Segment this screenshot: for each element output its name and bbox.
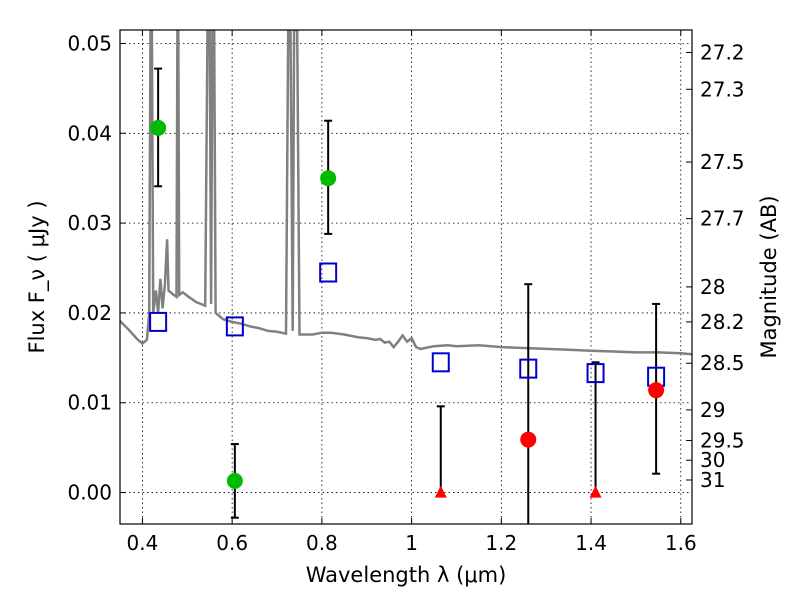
mag-tick-label: 28 <box>700 275 725 299</box>
model-band-square <box>431 352 450 373</box>
x-tick-label: 1.4 <box>575 531 607 555</box>
data-markers <box>149 119 666 498</box>
mag-tick-label: 30 <box>700 448 725 472</box>
x-axis-label: Wavelength λ (μm) <box>306 563 507 587</box>
mag-tick-label: 27.3 <box>700 77 745 101</box>
mag-tick-label: 28.2 <box>700 310 745 334</box>
x-tick-label: 0.6 <box>216 531 248 555</box>
mag-tick-label: 31 <box>700 468 725 492</box>
green-detection-point <box>226 472 243 489</box>
red-upper-limit-triangle <box>589 485 602 498</box>
x-tick-label: 1.2 <box>485 531 517 555</box>
x-tick-label: 0.4 <box>127 531 159 555</box>
red-detection-point <box>648 382 665 399</box>
x-tick-label: 1 <box>405 531 418 555</box>
x-tick-label: 1.6 <box>665 531 697 555</box>
y-tick-label: 0.00 <box>67 481 112 505</box>
y-tick-label: 0.03 <box>67 211 112 235</box>
plot-frame <box>119 29 693 525</box>
model-band-square <box>225 316 244 337</box>
mag-tick-label: 28.5 <box>700 351 745 375</box>
green-detection-point <box>320 170 337 187</box>
mag-tick-label: 29 <box>700 398 725 422</box>
y-tick-label: 0.01 <box>67 391 112 415</box>
mag-tick-label: 27.5 <box>700 150 745 174</box>
mag-tick-label: 27.7 <box>700 207 745 231</box>
green-detection-point <box>150 119 167 136</box>
mag-tick-label: 29.5 <box>700 428 745 452</box>
red-detection-point <box>520 431 537 448</box>
x-tick-label: 0.8 <box>306 531 338 555</box>
y-axis-label: Flux F_ν ( μJy ) <box>25 200 50 353</box>
y-tick-label: 0.02 <box>67 301 112 325</box>
red-upper-limit-triangle <box>434 485 447 498</box>
y-tick-label: 0.05 <box>67 31 112 55</box>
axis-ticks: 0.4 0.6 0.8 1 1.2 1.4 1.6 0.00 0.01 0.02 0.03 0.04 0… <box>67 30 745 555</box>
model-band-square <box>586 363 605 384</box>
y-tick-label: 0.04 <box>67 121 112 145</box>
error-bars <box>154 67 661 524</box>
model-sed-line <box>120 30 692 356</box>
model-sed-curve <box>120 30 692 356</box>
right-axis-label: Magnitude (AB) <box>757 195 781 358</box>
model-band-square <box>149 311 168 332</box>
mag-tick-label: 27.2 <box>700 40 745 64</box>
model-band-square <box>319 262 338 283</box>
model-band-square <box>519 358 538 379</box>
